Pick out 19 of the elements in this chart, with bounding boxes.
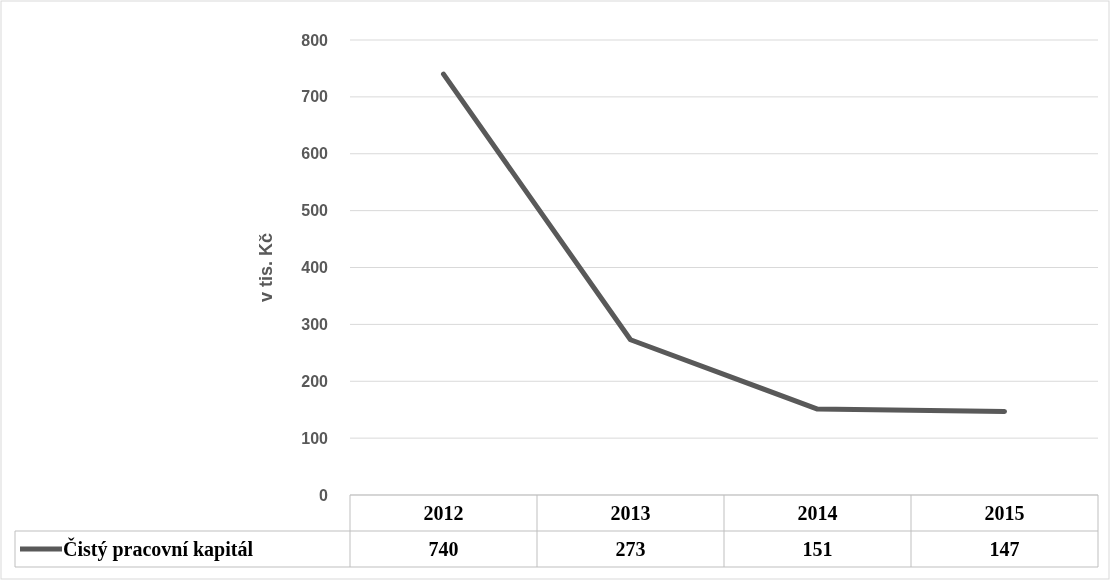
y-tick-label: 0 [319, 486, 329, 504]
y-tick-label: 200 [301, 372, 329, 390]
y-tick-label: 100 [301, 429, 329, 447]
data-label: 147 [989, 538, 1020, 560]
y-tick-label: 600 [301, 145, 329, 163]
y-tick-label: 500 [301, 202, 329, 220]
data-label: 273 [615, 538, 646, 560]
x-tick-label: 2014 [797, 502, 838, 524]
y-tick-label: 800 [301, 31, 329, 49]
x-tick-label: 2013 [610, 502, 651, 524]
legend-label: Čistý pracovní kapitál [63, 537, 254, 561]
data-label: 740 [428, 538, 459, 560]
y-tick-label: 400 [301, 259, 329, 277]
y-axis-title: v tis. Kč [256, 232, 276, 303]
y-tick-label: 700 [301, 88, 329, 106]
data-label: 151 [802, 538, 833, 560]
x-tick-label: 2015 [984, 502, 1025, 524]
x-tick-label: 2012 [423, 502, 464, 524]
y-tick-label: 300 [301, 315, 329, 333]
